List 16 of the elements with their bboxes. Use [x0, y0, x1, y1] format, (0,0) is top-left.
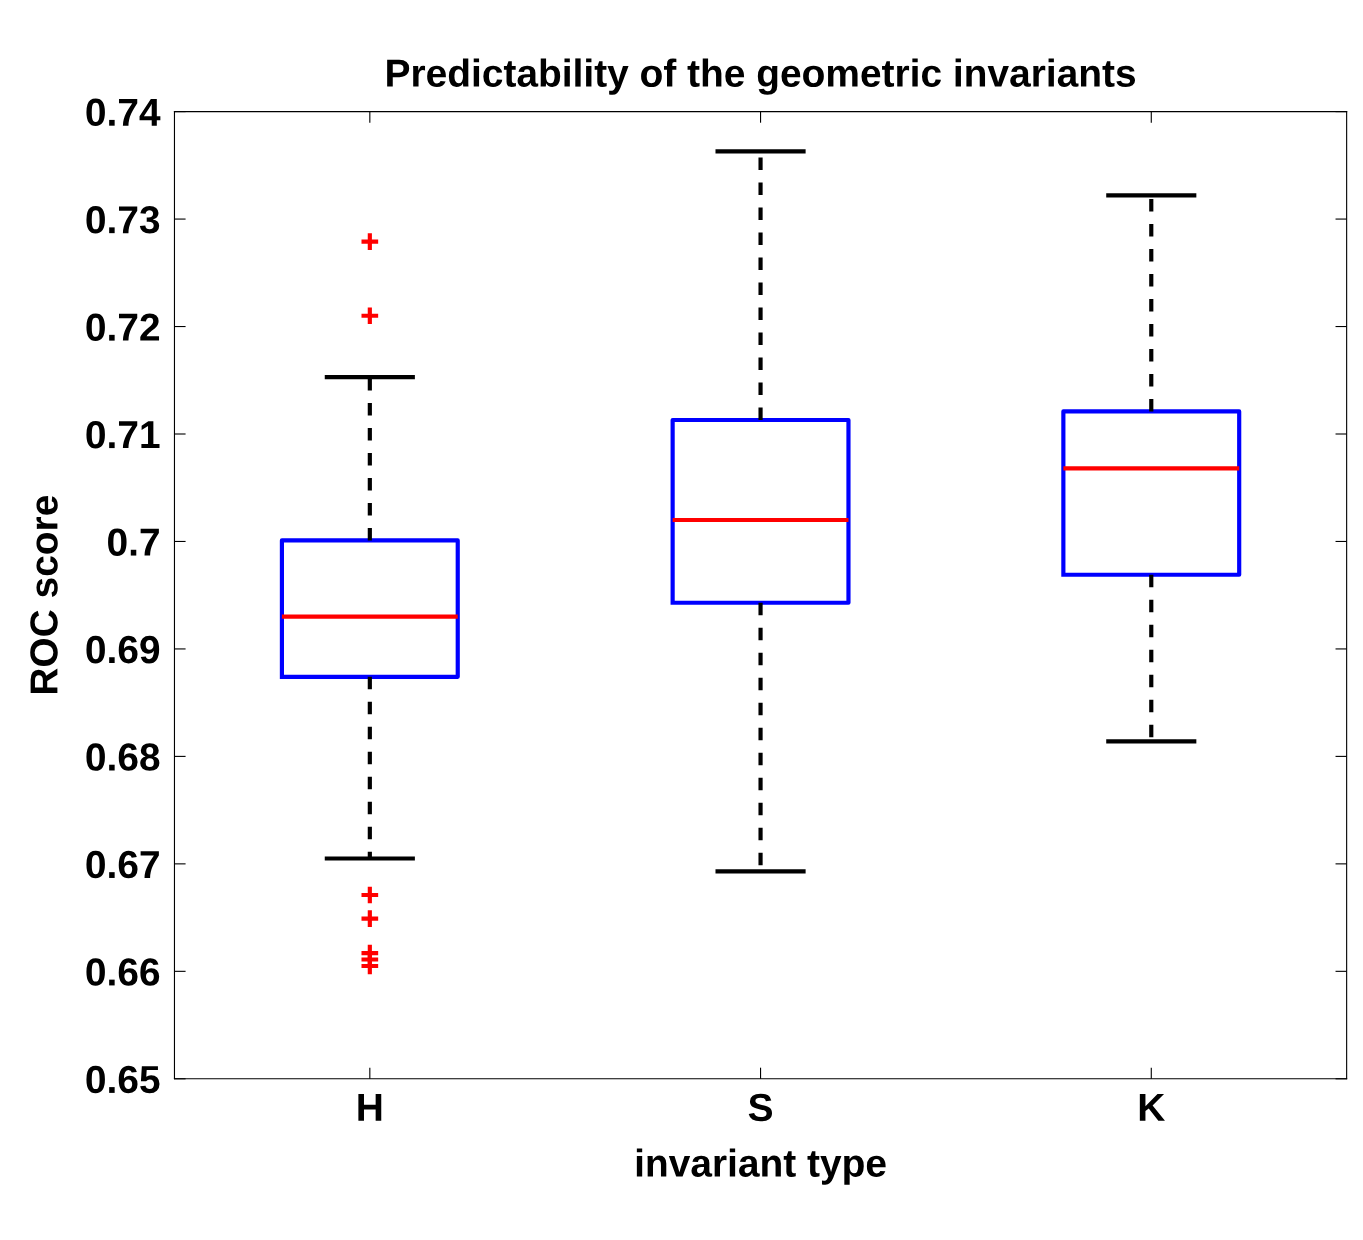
y-tick-label: 0.74	[86, 98, 161, 127]
x-tick-label: S	[748, 1093, 772, 1122]
y-tick-label: 0.7	[108, 528, 159, 556]
y-tick-label: 0.69	[86, 635, 160, 664]
y-tick-label: 0.66	[86, 958, 160, 986]
y-axis-title: ROC score	[30, 496, 58, 694]
y-tick-label: 0.73	[86, 206, 160, 234]
x-axis-title: invariant type	[636, 1148, 886, 1185]
x-tick-label: K	[1139, 1094, 1165, 1121]
y-tick-label: 0.72	[86, 313, 160, 342]
y-tick-label: 0.71	[86, 420, 160, 449]
y-tick-label: 0.65	[86, 1065, 160, 1094]
y-tick-label: 0.68	[86, 743, 160, 771]
x-tick-label: H	[358, 1094, 382, 1121]
y-tick-label: 0.67	[86, 850, 159, 879]
chart-title: Predictability of the geometric invariants	[387, 58, 1136, 95]
